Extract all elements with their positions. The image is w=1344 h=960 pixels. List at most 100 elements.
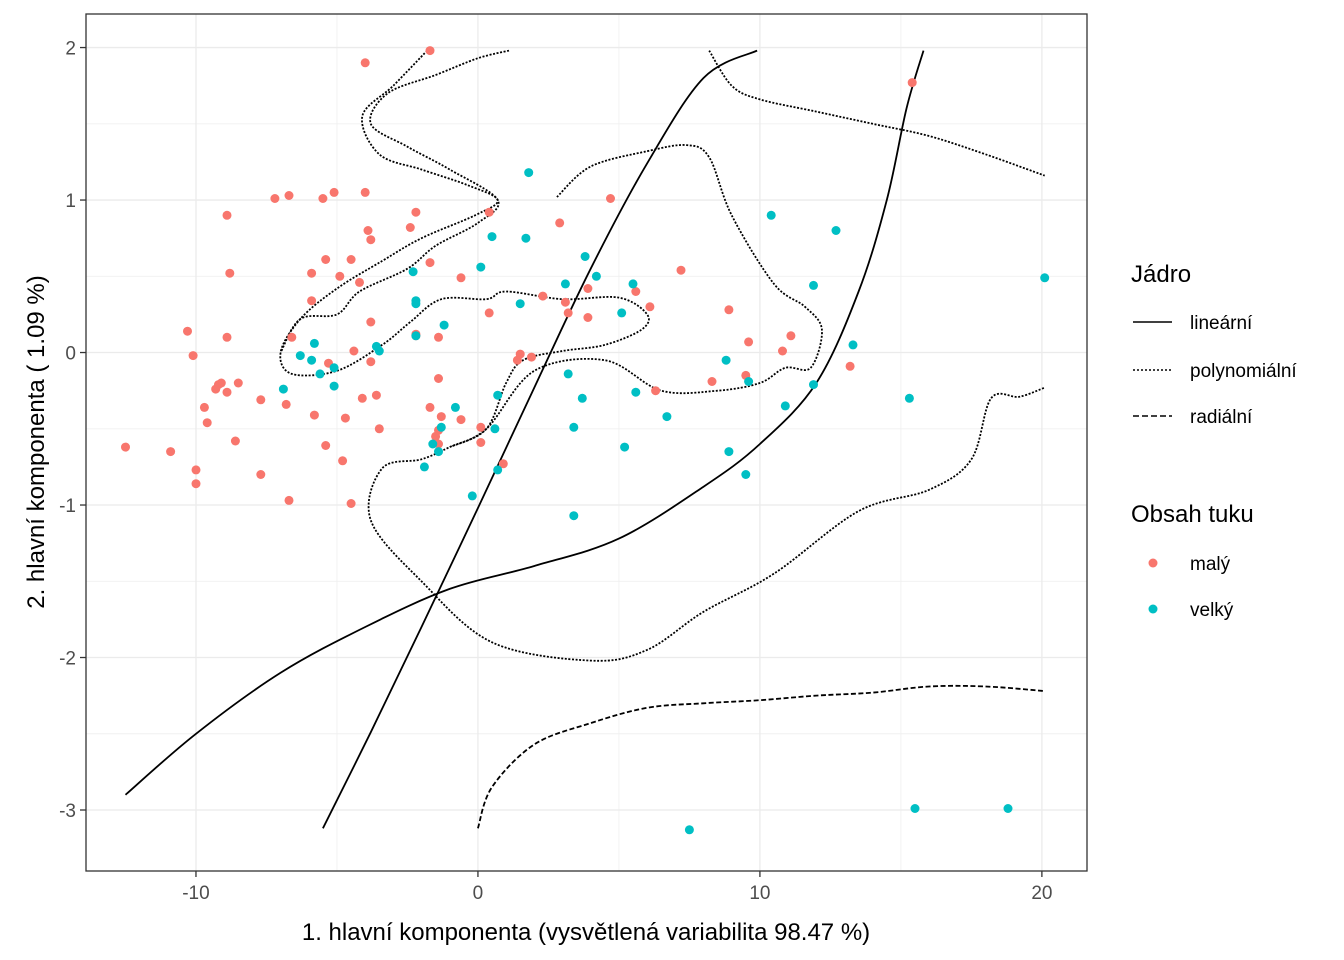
legend-fat-swatch-malý <box>1148 558 1158 568</box>
data-point-velký <box>631 387 641 397</box>
data-point-malý <box>335 271 345 281</box>
x-tick-label: 20 <box>1031 883 1052 904</box>
legend-fat: Obsah tuku malý velký <box>1131 501 1254 621</box>
plot-panel <box>86 14 1087 871</box>
data-point-malý <box>651 386 661 396</box>
data-point-velký <box>741 470 751 479</box>
data-point-velký <box>577 393 587 403</box>
data-point-malý <box>676 265 686 275</box>
data-point-malý <box>338 456 348 466</box>
data-point-malý <box>563 308 573 318</box>
data-point-malý <box>233 378 243 388</box>
data-point-velký <box>780 401 790 411</box>
data-point-malý <box>318 194 328 203</box>
data-point-malý <box>191 479 201 489</box>
data-point-velký <box>329 363 339 373</box>
data-point-velký <box>744 377 754 386</box>
y-axis-title: 2. hlavní komponenta ( 1.09 %) <box>23 275 50 609</box>
data-point-malý <box>307 296 317 306</box>
data-point-malý <box>202 418 212 428</box>
y-tick-label: 1 <box>65 191 76 212</box>
data-point-malý <box>374 424 384 434</box>
legend-kernel-label-radiální: radiální <box>1190 407 1253 428</box>
data-point-velký <box>662 412 672 422</box>
data-point-malý <box>371 390 381 400</box>
data-point-malý <box>270 194 280 203</box>
data-point-malý <box>355 277 364 287</box>
data-point-velký <box>439 320 449 330</box>
data-point-velký <box>490 424 500 434</box>
data-point-malý <box>366 357 376 367</box>
data-point-malý <box>216 378 226 388</box>
data-point-malý <box>476 422 486 432</box>
legend-kernel-label-lineární: lineární <box>1190 313 1253 334</box>
data-point-malý <box>786 331 796 341</box>
data-point-velký <box>307 355 317 365</box>
legend-kernel-label-polynomiální: polynomiální <box>1190 361 1297 382</box>
data-point-malý <box>284 495 294 505</box>
data-point-malý <box>484 207 494 217</box>
data-point-velký <box>831 226 841 235</box>
data-point-velký <box>809 280 818 290</box>
data-point-velký <box>434 447 443 457</box>
data-point-malý <box>515 349 525 359</box>
data-point-malý <box>225 268 235 278</box>
data-point-velký <box>569 511 579 521</box>
data-point-velký <box>1040 273 1050 283</box>
data-point-malý <box>199 402 209 412</box>
y-tick-label: -2 <box>59 649 76 670</box>
data-point-malý <box>321 441 331 450</box>
x-axis-title: 1. hlavní komponenta (vysvětlená variabi… <box>302 919 870 946</box>
x-tick-label: -10 <box>182 883 209 904</box>
data-point-malý <box>538 291 548 301</box>
data-point-malý <box>360 58 370 68</box>
data-point-velký <box>524 168 534 178</box>
data-point-malý <box>555 218 565 228</box>
data-point-malý <box>287 332 297 342</box>
data-point-velký <box>521 233 531 243</box>
data-point-velký <box>620 442 630 452</box>
data-point-velký <box>476 262 486 272</box>
data-point-malý <box>366 317 376 327</box>
data-point-malý <box>707 377 717 386</box>
data-point-malý <box>222 387 232 397</box>
data-point-velký <box>411 331 421 341</box>
data-point-velký <box>904 393 914 403</box>
data-point-malý <box>425 258 435 268</box>
y-tick-label: 2 <box>65 39 76 60</box>
boundary-curve-dotted <box>279 49 510 353</box>
data-point-malý <box>405 223 415 232</box>
data-point-velký <box>684 825 694 835</box>
data-point-malý <box>778 346 787 356</box>
data-point-velký <box>910 804 920 813</box>
data-point-velký <box>591 271 601 281</box>
legend-kernel-title: Jádro <box>1131 261 1191 288</box>
legend-kernel: Jádro lineární polynomiální radiální <box>1131 261 1297 428</box>
data-point-velký <box>374 346 384 356</box>
boundary-curve-dotted <box>279 49 1046 662</box>
data-point-malý <box>425 402 435 412</box>
y-tick-label: -1 <box>59 496 76 517</box>
data-point-malý <box>498 459 508 469</box>
legend-fat-label-malý: malý <box>1190 554 1231 575</box>
data-point-malý <box>366 235 376 245</box>
data-point-velký <box>724 447 734 457</box>
data-point-malý <box>256 470 266 479</box>
data-point-malý <box>425 46 435 56</box>
data-point-malý <box>606 194 615 203</box>
data-point-malý <box>281 399 291 409</box>
data-point-malý <box>357 393 367 403</box>
data-point-velký <box>450 402 460 412</box>
data-point-malý <box>183 326 192 336</box>
data-point-malý <box>476 438 486 447</box>
data-point-malý <box>434 332 443 342</box>
data-point-velký <box>560 279 570 289</box>
data-point-velký <box>1003 804 1013 813</box>
boundary-curve-dashed <box>477 684 1045 829</box>
legend-fat-title: Obsah tuku <box>1131 501 1254 528</box>
boundary-curve-dotted <box>449 144 823 448</box>
data-point-velký <box>315 369 325 379</box>
data-point-malý <box>321 255 331 264</box>
